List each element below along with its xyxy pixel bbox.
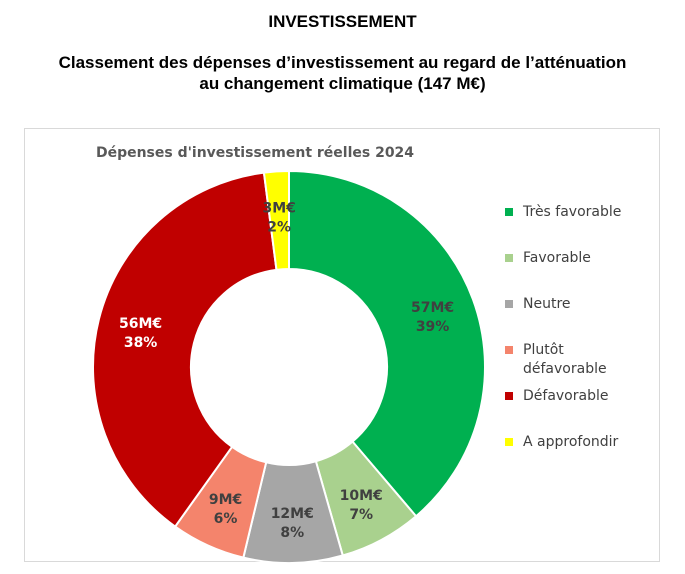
legend-label: Favorable [523,250,591,266]
chart-frame: Dépenses d'investissement réelles 2024 5… [24,128,660,563]
legend-swatch [505,392,513,400]
legend-swatch [505,438,513,446]
data-label-defavorable: 56M€ 38% [119,316,162,351]
donut-chart: 57M€ 39% 10M€ 7% 12M€ 8% 9M€ 6% 56M€ 38% 3M€ 2% [92,169,486,563]
page-subtitle-line-1: Classement des dépenses d’investissement… [58,53,627,72]
legend-swatch [505,346,513,354]
legend-label: Défavorable [523,388,609,404]
legend-label: Très favorable [523,204,622,220]
page-title: INVESTISSEMENT [268,12,417,31]
data-label-tres-favorable: 57M€ 39% [411,300,454,335]
slice-tres-favorable [288,169,486,518]
data-label-favorable: 10M€ 7% [340,488,383,523]
slice-defavorable [92,171,278,528]
data-label-neutre: 12M€ 8% [271,506,314,541]
page-subtitle-line-2: au changement climatique (147 M€) [199,74,486,93]
legend-swatch [505,208,513,216]
data-label-plutot-defavorable: 9M€ 6% [209,492,242,527]
chart-title: Dépenses d'investissement réelles 2024 [95,145,415,161]
page-subtitle: Classement des dépenses d’investissement… [0,52,685,94]
legend-swatch [505,300,513,308]
slice-a-approfondir [262,169,290,271]
legend-swatch [505,254,513,262]
legend-label: Neutre [523,296,571,312]
data-label-a-approfondir: 3M€ 2% [262,200,295,235]
legend-label: A approfondir [523,434,619,450]
legend-label: Plutôt défavorable [523,342,607,377]
